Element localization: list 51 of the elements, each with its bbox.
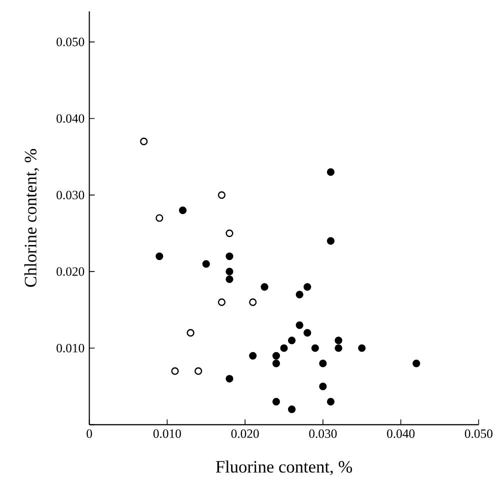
point <box>272 398 280 406</box>
point <box>155 214 164 222</box>
x-tick-label: 0 <box>86 429 92 438</box>
point <box>202 260 210 268</box>
point <box>155 252 164 260</box>
y-tick-label: 0.030 <box>56 190 84 200</box>
point <box>334 336 342 344</box>
point <box>260 283 268 291</box>
x-axis-title: Fluorine content, % <box>216 460 352 476</box>
point <box>194 367 202 375</box>
point <box>288 406 296 414</box>
point <box>303 329 311 337</box>
point <box>296 321 304 329</box>
point <box>412 360 420 368</box>
y-tick-label: 0.040 <box>56 114 84 123</box>
point <box>226 275 234 284</box>
point <box>226 374 234 383</box>
y-tick-label: 0.010 <box>56 344 84 352</box>
point <box>272 360 280 368</box>
x-tick-label: 0.050 <box>464 429 492 438</box>
x-tick-label: 0.020 <box>231 429 259 438</box>
point <box>248 352 256 360</box>
point <box>358 344 366 352</box>
point <box>226 268 234 276</box>
x-tick-label: 0.010 <box>153 429 181 438</box>
point <box>303 283 311 291</box>
point <box>288 336 296 344</box>
point <box>248 298 256 306</box>
point <box>326 168 334 176</box>
point <box>280 344 288 352</box>
point <box>218 298 226 306</box>
point <box>318 382 327 390</box>
y-tick-label: 0.020 <box>56 267 84 276</box>
point <box>326 237 334 245</box>
point <box>272 352 280 360</box>
y-axis-title: Chlorine content, % <box>24 149 39 287</box>
point <box>326 398 334 406</box>
point <box>140 138 148 146</box>
point <box>171 367 179 375</box>
point <box>226 230 234 238</box>
point <box>186 329 194 337</box>
y-tick-label: 0.050 <box>56 38 84 46</box>
point <box>318 360 327 368</box>
point <box>178 206 186 214</box>
point <box>218 191 226 199</box>
point <box>226 252 234 260</box>
point <box>334 344 342 352</box>
point <box>296 290 304 298</box>
x-tick-label: 0.030 <box>309 429 337 438</box>
point <box>311 344 319 352</box>
x-tick-label: 0.040 <box>386 429 414 438</box>
